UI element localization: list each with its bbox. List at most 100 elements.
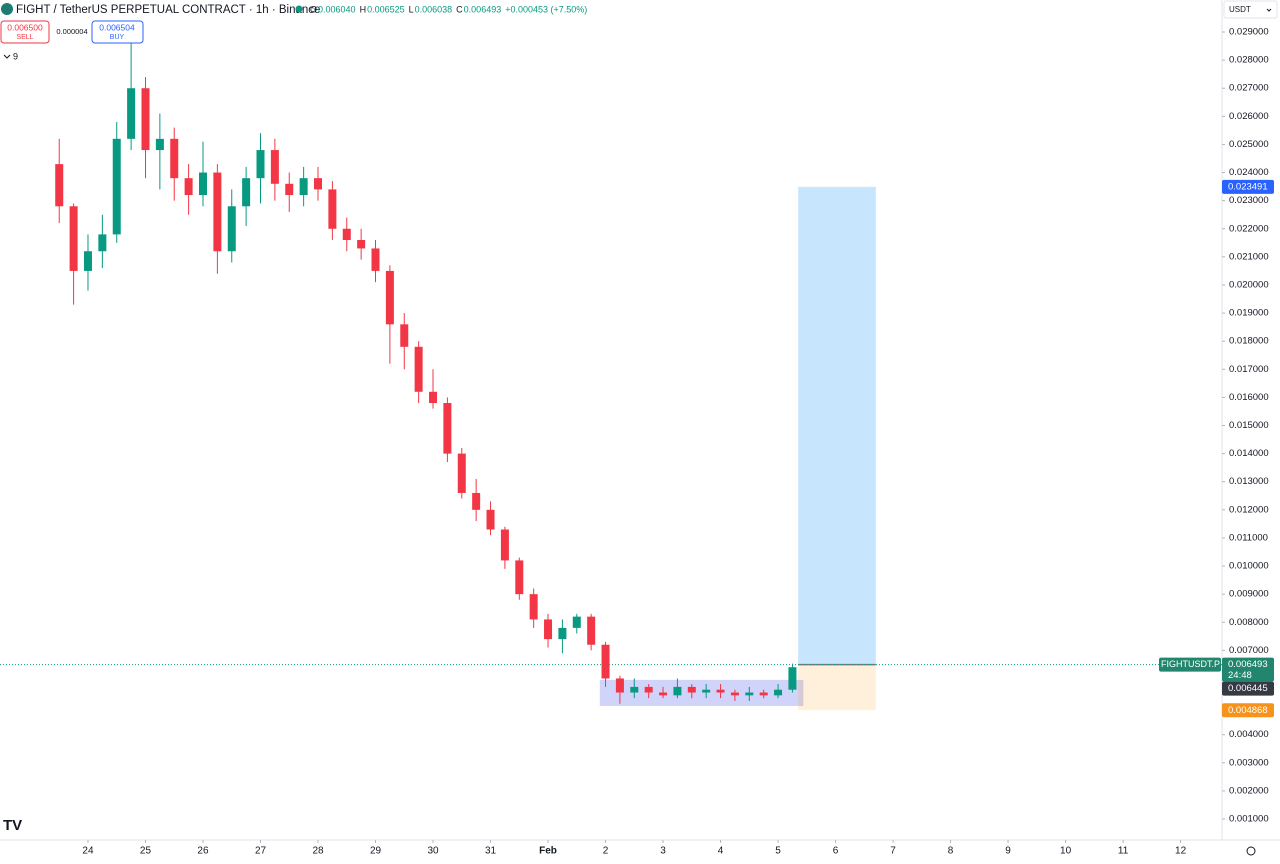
x-tick-label: 25 (140, 846, 152, 857)
position-stop-zone (798, 664, 876, 711)
candle-body (127, 88, 136, 139)
target-price-label-bg (1222, 179, 1274, 194)
sell-button[interactable] (0, 20, 50, 44)
range-box (599, 679, 804, 707)
ohlc-key: L (409, 4, 414, 14)
buy-price: 0.006504 (99, 22, 135, 32)
candle-body (285, 183, 294, 196)
candle-body (587, 616, 596, 645)
candle-body (529, 594, 538, 620)
candle-body (314, 178, 323, 190)
candle-body (155, 138, 164, 151)
y-tick-label: 0.007000 (1229, 645, 1269, 656)
ohlc-value: 0.006493 (464, 4, 502, 14)
candle-body (55, 164, 64, 207)
x-tick-label: 5 (775, 846, 781, 857)
candle-body (500, 529, 509, 561)
currency-caret (1266, 8, 1272, 12)
stop-price-label: 0.004868 (1228, 705, 1268, 716)
spread: 0.000004 (56, 27, 87, 36)
reference-price-label: 0.006445 (1228, 683, 1268, 694)
candle-body (256, 150, 265, 179)
plot-area (0, 43, 1222, 711)
symbol-label: FIGHTUSDT.P (1161, 659, 1220, 669)
y-tick-label: 0.021000 (1229, 251, 1269, 262)
x-tick-label: 28 (312, 846, 324, 857)
y-tick-label: 0.020000 (1229, 279, 1269, 290)
candle-body (170, 138, 179, 179)
candle-body (515, 560, 524, 595)
candle-body (673, 686, 682, 696)
candle-body (544, 619, 553, 640)
buy-label: BUY (110, 34, 125, 41)
sell-price: 0.006500 (7, 22, 43, 32)
candle-body (443, 403, 452, 454)
y-tick-label: 0.002000 (1229, 785, 1269, 796)
x-tick-label: 29 (370, 846, 382, 857)
candle-body (457, 453, 466, 493)
currency: USDT (1229, 5, 1251, 14)
position-target-zone (798, 186, 876, 665)
y-tick-label: 0.028000 (1229, 55, 1269, 66)
x-tick-label: 8 (948, 846, 954, 857)
settings-icon[interactable] (1246, 846, 1256, 856)
candle-body (486, 509, 495, 530)
indicators-toggle[interactable] (3, 54, 11, 59)
candle-body (342, 228, 351, 241)
y-tick-label: 0.018000 (1229, 336, 1269, 347)
y-tick-label: 0.017000 (1229, 364, 1269, 375)
candle-body (558, 627, 567, 640)
buy-button[interactable] (91, 20, 144, 44)
countdown-label: 24:48 (1228, 670, 1252, 681)
candle-body (687, 686, 696, 693)
candle-body (615, 678, 624, 693)
ohlc-value: 0.006038 (415, 4, 453, 14)
candle-body (371, 248, 380, 271)
candle-body (730, 692, 739, 696)
x-tick-label: 9 (1005, 846, 1011, 857)
x-tick-label: 27 (255, 846, 267, 857)
candle-body (400, 324, 409, 347)
y-tick-label: 0.014000 (1229, 448, 1269, 459)
candle-body (601, 644, 610, 679)
ohlc-key: H (360, 4, 367, 14)
candle-body (630, 686, 639, 693)
ohlc-value: 0.006525 (367, 4, 405, 14)
y-tick-label: 0.025000 (1229, 139, 1269, 150)
x-tick-label: 3 (660, 846, 666, 857)
candle-body (141, 88, 150, 151)
x-tick-label: 26 (197, 846, 209, 857)
ohlc-key: O (310, 4, 317, 14)
currency-select[interactable] (1223, 0, 1278, 19)
y-tick-label: 0.004000 (1229, 729, 1269, 740)
ohlc-change: +0.000453 (+7.50%) (505, 4, 587, 14)
candle-body (759, 692, 768, 696)
symbol-title[interactable]: FIGHT / TetherUS PERPETUAL CONTRACT · 1h… (16, 4, 320, 16)
candle-body (270, 150, 279, 184)
candle-body (69, 206, 78, 271)
x-tick-label: Feb (539, 846, 557, 857)
candle-body (702, 689, 711, 693)
tv-logo[interactable]: TV (3, 817, 22, 834)
symbol-logo (1, 3, 13, 15)
candle-body (213, 172, 222, 252)
y-tick-label: 0.010000 (1229, 561, 1269, 572)
candle-body (774, 689, 783, 696)
candle-body (83, 251, 92, 271)
x-tick-label: 7 (890, 846, 896, 857)
y-tick-label: 0.001000 (1229, 814, 1269, 825)
y-tick-label: 0.029000 (1229, 27, 1269, 38)
y-tick-label: 0.008000 (1229, 617, 1269, 628)
candle-body (357, 240, 366, 249)
y-tick-label: 0.019000 (1229, 308, 1269, 319)
x-tick-label: 4 (718, 846, 724, 857)
x-tick-label: 6 (833, 846, 839, 857)
candle-body (572, 616, 581, 628)
candle-body (184, 178, 193, 196)
candle-body (98, 234, 107, 252)
candle-body (788, 667, 797, 690)
candle-body (112, 138, 121, 235)
ohlc-value: 0.006040 (318, 4, 356, 14)
